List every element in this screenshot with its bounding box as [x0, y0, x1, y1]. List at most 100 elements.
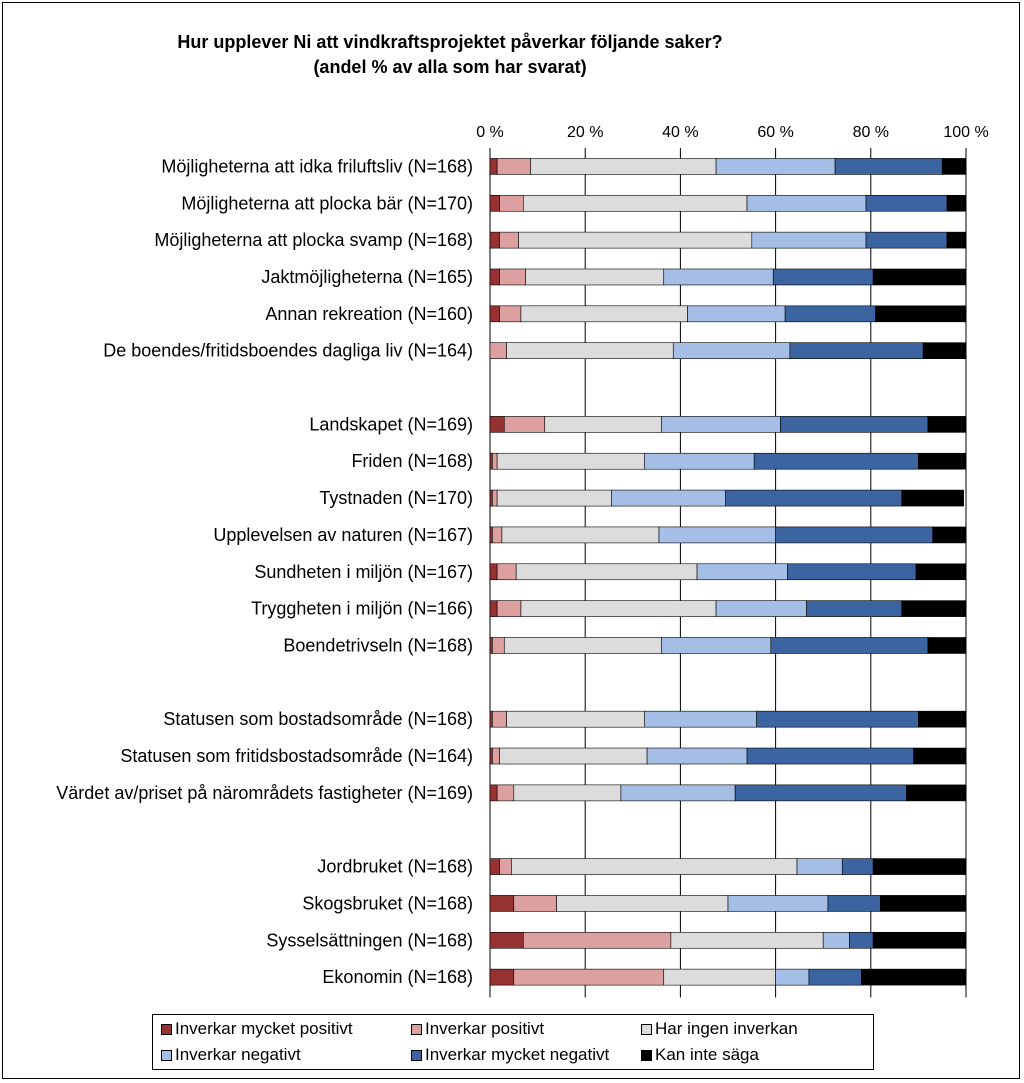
x-tick-label: 40 %: [662, 124, 698, 141]
bar-segment: [915, 563, 967, 581]
bar-segment: [489, 231, 500, 249]
bar-segment: [727, 895, 829, 912]
bar-segment: [918, 710, 967, 728]
category-label: Jaktmöjligheterna (N=165): [261, 267, 473, 287]
category-label: Upplevelsen av naturen (N=167): [213, 525, 473, 545]
category-label: Tystnaden (N=170): [319, 488, 473, 508]
bar-segment: [503, 416, 546, 433]
bar-segment: [520, 305, 688, 323]
x-tick-label: 100 %: [943, 124, 988, 141]
chart-legend: Inverkar mycket positivt Inverkar positiv…: [152, 1014, 874, 1070]
bar-segment: [489, 637, 493, 654]
category-label: Jordbruket (N=168): [317, 857, 473, 877]
legend-label: Har ingen inverkan: [655, 1019, 798, 1038]
bar-segment: [875, 305, 967, 323]
bar-segment: [906, 784, 967, 802]
bar-segment: [489, 968, 515, 986]
category-label: Sundheten i miljön (N=167): [254, 562, 473, 582]
category-label: Annan rekreation (N=160): [265, 304, 473, 324]
chart-subtitle: (andel % av alla som har svarat): [313, 57, 587, 77]
bar-segment: [872, 858, 967, 875]
bar-segment: [499, 858, 512, 875]
bar-segment: [658, 526, 776, 544]
bar-segment: [872, 931, 967, 949]
bar-segment: [746, 747, 914, 765]
bar-segment: [860, 968, 967, 986]
bar-segment: [489, 747, 493, 765]
bar-segment: [513, 968, 665, 986]
bar-segment: [499, 194, 524, 212]
legend-swatch: [411, 1050, 422, 1061]
bar-segment: [661, 637, 772, 654]
bar-segment: [932, 526, 967, 544]
category-label: Boendetrivseln (N=168): [283, 635, 473, 655]
category-label: Statusen som bostadsområde (N=168): [163, 709, 473, 729]
bar-segment: [865, 194, 948, 212]
bar-segment: [489, 194, 500, 212]
bar-segment: [496, 489, 612, 507]
bar-segment: [489, 158, 498, 175]
bar-segment: [880, 895, 967, 912]
category-label: Ekonomin (N=168): [322, 967, 473, 987]
bar-segment: [661, 416, 781, 433]
bar-segment: [523, 931, 672, 949]
bar-segment: [756, 710, 919, 728]
bar-segment: [941, 158, 967, 175]
bar-segment: [620, 784, 736, 802]
bar-segment: [841, 858, 874, 875]
bar-segment: [753, 452, 919, 470]
bar-segment: [489, 305, 500, 323]
bar-segment: [499, 268, 526, 286]
bar-segment: [489, 268, 500, 286]
category-label: Skogsbruket (N=168): [302, 893, 473, 913]
bar-segment: [496, 784, 515, 802]
bar-segment: [489, 342, 507, 359]
legend-label: Inverkar mycket negativt: [425, 1045, 610, 1064]
bar-segment: [775, 526, 933, 544]
chart-plot: 0 % 20 % 40 % 60 % 80 % 100 % Möjligheterna at…: [56, 124, 989, 998]
bar-segment: [492, 489, 498, 507]
bar-segment: [513, 895, 557, 912]
bar-segment: [544, 416, 662, 433]
bar-segment: [503, 637, 662, 654]
bar-segment: [520, 600, 717, 617]
bar-segment: [496, 563, 517, 581]
bar-segment: [492, 710, 507, 728]
legend-swatch: [641, 1050, 652, 1061]
category-label: Landskapet (N=169): [309, 414, 473, 434]
legend-label: Inverkar negativt: [175, 1045, 301, 1064]
bar-segment: [515, 563, 698, 581]
bar-segment: [901, 600, 967, 617]
bar-segment: [663, 968, 776, 986]
bar-segment: [670, 931, 824, 949]
bar-segment: [780, 416, 929, 433]
bar-segment: [489, 489, 493, 507]
legend-item: Inverkar positivt: [411, 1018, 544, 1040]
legend-label: Inverkar mycket positivt: [175, 1019, 353, 1038]
bar-segment: [734, 784, 907, 802]
legend-item: Inverkar mycket positivt: [161, 1018, 353, 1040]
bar-segment: [489, 784, 498, 802]
x-tick-label: 80 %: [853, 124, 889, 141]
category-label: Möjligheterna att plocka svamp (N=168): [154, 230, 473, 250]
bar-segment: [492, 526, 503, 544]
legend-item: Inverkar negativt: [161, 1044, 301, 1066]
bar-segment: [489, 563, 498, 581]
bar-segment: [751, 231, 867, 249]
bar-segment: [496, 452, 646, 470]
bar-segment: [772, 268, 874, 286]
bar-segment: [489, 452, 493, 470]
bar-segment: [556, 895, 729, 912]
bar-segment: [687, 305, 786, 323]
bar-segment: [775, 968, 810, 986]
bar-segment: [506, 710, 645, 728]
bar-segment: [496, 600, 522, 617]
legend-swatch: [161, 1024, 172, 1035]
bar-segment: [492, 637, 505, 654]
bar-segment: [489, 931, 524, 949]
bar-segment: [725, 489, 903, 507]
bar-segment: [796, 858, 843, 875]
bar-segment: [715, 600, 807, 617]
legend-label: Kan inte säga: [655, 1045, 759, 1064]
